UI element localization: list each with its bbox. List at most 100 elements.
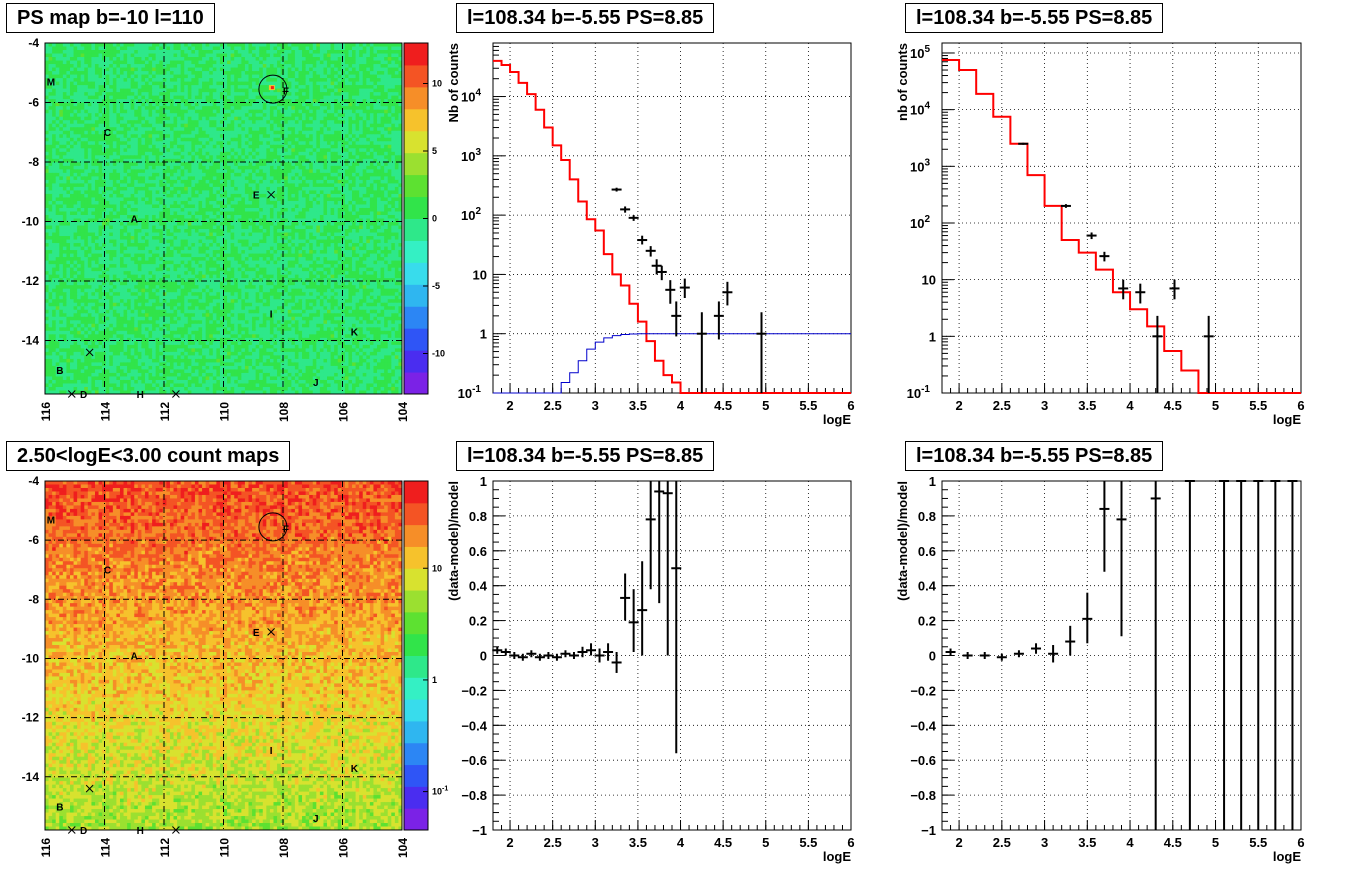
heatmap-cell — [80, 109, 85, 114]
heatmap-cell — [109, 141, 114, 146]
heatmap-cell — [387, 74, 392, 79]
heatmap-cell — [252, 123, 257, 128]
heatmap-cell — [194, 204, 200, 209]
heatmap-cell — [62, 74, 67, 79]
heatmap-cell — [369, 148, 374, 153]
heatmap-cell — [319, 148, 324, 153]
heatmap-cell — [102, 113, 107, 118]
heatmap-cell — [187, 81, 192, 86]
heatmap-cell — [323, 148, 328, 153]
heatmap-cell — [80, 172, 85, 177]
heatmap-cell — [141, 134, 146, 139]
heatmap-cell — [187, 88, 192, 93]
heatmap-cell — [77, 95, 82, 100]
heatmap-cell — [73, 165, 78, 170]
heatmap-cell — [194, 148, 200, 153]
heatmap-cell — [112, 127, 117, 132]
heatmap-cell — [355, 130, 360, 135]
heatmap-cell — [219, 190, 224, 195]
heatmap-cell — [291, 106, 296, 111]
heatmap-cell — [177, 130, 182, 135]
heatmap-cell — [134, 116, 139, 121]
heatmap-cell — [144, 155, 150, 160]
heatmap-cell — [109, 169, 114, 174]
heatmap-cell — [52, 172, 57, 177]
heatmap-cell — [148, 130, 153, 135]
heatmap-cell — [237, 106, 242, 111]
heatmap-cell — [377, 95, 382, 100]
heatmap-cell — [287, 53, 292, 58]
heatmap-cell — [94, 106, 100, 111]
heatmap-cell — [298, 123, 303, 128]
heatmap-cell — [230, 113, 235, 118]
heatmap-cell — [266, 148, 271, 153]
heatmap-cell — [155, 64, 160, 69]
heatmap-cell — [198, 53, 203, 58]
heatmap-cell — [137, 158, 142, 163]
heatmap-cell — [294, 99, 299, 104]
heatmap-cell — [377, 204, 382, 209]
heatmap-cell — [159, 211, 164, 216]
heatmap-cell — [234, 169, 239, 174]
heatmap-cell — [52, 151, 57, 156]
heatmap-cell — [80, 186, 85, 191]
heatmap-cell — [119, 120, 125, 125]
heatmap-cell — [380, 64, 385, 69]
heatmap-cell — [334, 50, 339, 55]
heatmap-cell — [205, 130, 210, 135]
heatmap-cell — [309, 155, 314, 160]
heatmap-cell — [327, 102, 332, 107]
heatmap-cell — [130, 137, 135, 142]
heatmap-cell — [52, 137, 57, 142]
heatmap-cell — [341, 109, 346, 114]
heatmap-cell — [330, 85, 335, 90]
heatmap-cell — [294, 190, 299, 195]
heatmap-cell — [259, 207, 264, 212]
heatmap-cell — [166, 46, 171, 51]
heatmap-cell — [377, 176, 382, 181]
heatmap-cell — [80, 53, 85, 58]
heatmap-cell — [309, 200, 314, 205]
heatmap-cell — [373, 127, 378, 132]
heatmap-cell — [259, 46, 264, 51]
heatmap-cell — [230, 214, 235, 219]
heatmap-cell — [398, 183, 403, 188]
heatmap-cell — [62, 148, 67, 153]
heatmap-cell — [127, 204, 132, 209]
heatmap-cell — [284, 193, 289, 198]
heatmap-cell — [109, 106, 114, 111]
heatmap-cell — [130, 179, 135, 184]
heatmap-cell — [348, 95, 353, 100]
heatmap-cell — [344, 43, 349, 48]
heatmap-cell — [180, 106, 185, 111]
heatmap-cell — [127, 46, 132, 51]
heatmap-cell — [373, 183, 378, 188]
heatmap-cell — [369, 53, 374, 58]
heatmap-cell — [273, 57, 278, 62]
heatmap-cell — [380, 169, 385, 174]
heatmap-cell — [66, 102, 71, 107]
heatmap-cell — [194, 141, 200, 146]
heatmap-cell — [284, 137, 289, 142]
heatmap-cell — [237, 193, 242, 198]
heatmap-cell — [105, 53, 110, 58]
heatmap-cell — [341, 183, 346, 188]
heatmap-cell — [112, 134, 117, 139]
heatmap-cell — [262, 113, 267, 118]
heatmap-cell — [362, 186, 367, 191]
heatmap-cell — [359, 57, 364, 62]
heatmap-cell — [230, 200, 235, 205]
heatmap-cell — [198, 116, 203, 121]
heatmap-cell — [273, 95, 278, 100]
heatmap-cell — [66, 95, 71, 100]
heatmap-cell — [173, 151, 178, 156]
heatmap-cell — [169, 67, 175, 72]
heatmap-cell — [109, 99, 114, 104]
heatmap-cell — [148, 53, 153, 58]
heatmap-cell — [91, 176, 96, 181]
heatmap-cell — [148, 176, 153, 181]
heatmap-cell — [130, 211, 135, 216]
heatmap-cell — [191, 106, 196, 111]
heatmap-cell — [94, 67, 100, 72]
heatmap-cell — [316, 109, 321, 114]
